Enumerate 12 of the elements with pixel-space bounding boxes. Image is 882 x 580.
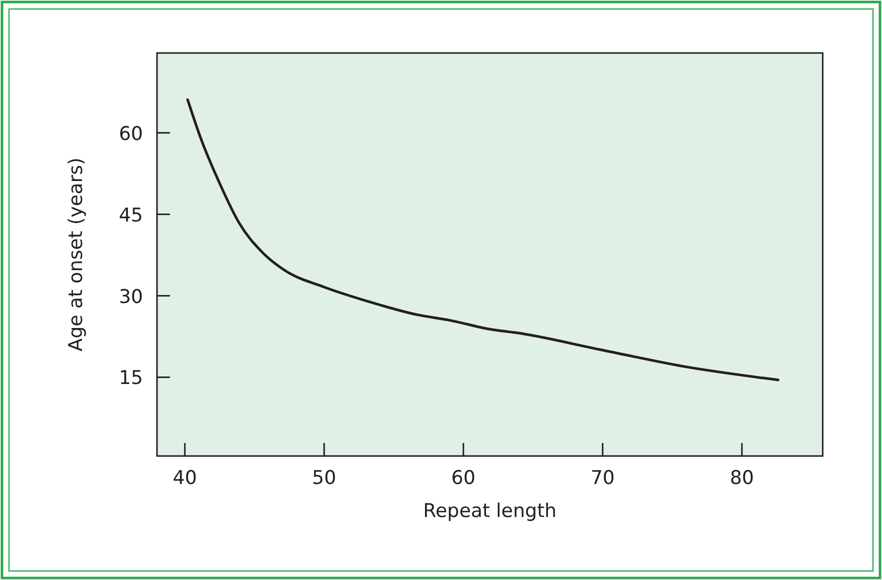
y-tick-label: 60 bbox=[118, 122, 143, 145]
x-tick-label: 50 bbox=[312, 467, 336, 489]
x-tick-label: 80 bbox=[730, 467, 754, 489]
x-tick-label: 60 bbox=[451, 467, 476, 489]
y-axis-title: Age at onset (years) bbox=[65, 158, 87, 352]
x-tick-label: 70 bbox=[590, 467, 615, 489]
x-tick-label: 40 bbox=[172, 467, 197, 489]
y-tick-label: 30 bbox=[118, 286, 143, 308]
y-tick-label: 45 bbox=[118, 204, 143, 226]
y-tick-label: 15 bbox=[118, 367, 143, 390]
line-series bbox=[186, 98, 780, 382]
x-axis-title: Repeat length bbox=[423, 500, 557, 522]
